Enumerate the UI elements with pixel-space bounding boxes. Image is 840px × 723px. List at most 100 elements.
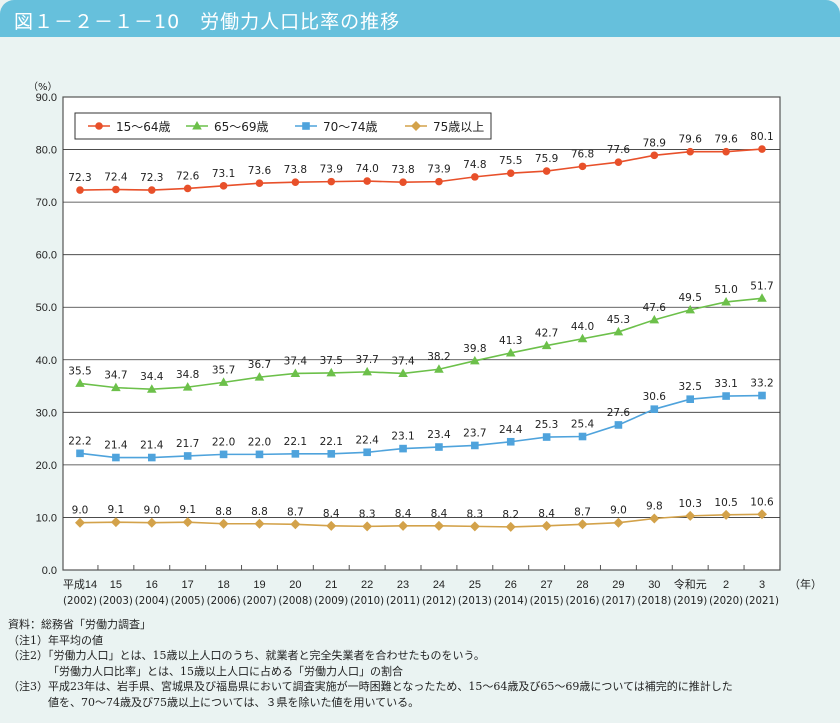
data-label: 9.0 xyxy=(610,505,627,517)
data-label: 72.3 xyxy=(68,172,91,184)
data-point-circle xyxy=(435,177,443,186)
data-label: 8.4 xyxy=(538,508,555,520)
notes: 資料：総務省「労働力調査」 （注1）年平均の値 （注2）「労働力人口」とは、15… xyxy=(8,617,733,710)
data-point-diamond xyxy=(326,520,337,531)
y-tick-label: 40.0 xyxy=(36,355,57,367)
data-label: 22.1 xyxy=(320,436,343,448)
data-label: 22.0 xyxy=(248,436,271,448)
data-label: 49.5 xyxy=(679,292,702,304)
x-tick-label: 3 xyxy=(759,579,765,591)
data-label: 37.4 xyxy=(391,355,415,367)
x-tick-year: (2009) xyxy=(314,595,348,607)
x-tick-year: (2004) xyxy=(135,595,169,607)
data-label: 73.9 xyxy=(427,164,450,176)
x-tick-year: (2017) xyxy=(601,595,635,607)
x-tick-year: (2002) xyxy=(63,595,97,607)
data-label: 41.3 xyxy=(499,335,522,347)
data-label: 44.0 xyxy=(571,321,594,333)
data-label: 42.7 xyxy=(535,328,558,340)
data-point-circle xyxy=(650,151,659,160)
x-tick-label: 28 xyxy=(576,579,588,591)
data-label: 10.3 xyxy=(679,498,702,510)
data-label: 8.4 xyxy=(395,508,412,520)
x-tick-year: (2007) xyxy=(242,595,276,607)
data-point-square xyxy=(363,448,371,457)
data-label: 30.6 xyxy=(643,391,667,403)
data-label: 36.7 xyxy=(248,359,271,371)
x-axis-unit: （年） xyxy=(789,577,822,591)
data-point-diamond xyxy=(75,517,85,528)
data-point-circle xyxy=(112,185,120,194)
data-label: 35.5 xyxy=(68,365,91,377)
x-tick-label: 30 xyxy=(648,579,660,591)
data-point-square xyxy=(650,405,659,413)
data-point-circle xyxy=(686,147,695,156)
data-label: 79.6 xyxy=(679,134,703,146)
data-label: 37.4 xyxy=(284,355,308,367)
x-tick-year: (2003) xyxy=(99,595,133,607)
data-point-diamond xyxy=(721,509,732,520)
data-label: 73.8 xyxy=(391,164,414,176)
data-point-square xyxy=(758,391,766,400)
data-label: 25.4 xyxy=(571,419,595,431)
data-point-triangle xyxy=(254,372,265,381)
note-1: （注1）年平均の値 xyxy=(8,633,103,647)
x-tick-year: (2016) xyxy=(566,595,600,607)
data-label: 8.4 xyxy=(431,508,448,520)
data-point-circle xyxy=(147,186,156,194)
data-label: 47.6 xyxy=(643,302,667,314)
data-point-circle xyxy=(219,182,228,190)
data-label: 78.9 xyxy=(643,137,666,149)
series-line-2 xyxy=(79,297,763,391)
data-point-circle xyxy=(291,178,300,186)
y-tick-label: 70.0 xyxy=(36,197,57,209)
data-point-diamond xyxy=(398,520,409,531)
data-point-circle xyxy=(471,173,479,181)
note-2-continued: 「労働力人口比率」とは、15歳以上人口に占める「労働力人口」の割合 xyxy=(48,664,403,678)
data-point-diamond xyxy=(433,520,444,531)
data-label: 23.4 xyxy=(427,429,451,441)
data-point-diamond xyxy=(254,518,265,529)
data-label: 37.7 xyxy=(355,354,378,366)
data-label: 9.1 xyxy=(179,504,196,516)
data-point-circle xyxy=(183,184,192,193)
data-point-diamond xyxy=(218,518,229,529)
data-label: 34.7 xyxy=(104,370,127,382)
data-point-triangle xyxy=(326,367,337,377)
x-tick-label: 平成14 xyxy=(63,578,97,591)
x-tick-label: 19 xyxy=(253,579,265,591)
data-point-triangle xyxy=(577,333,588,343)
data-point-diamond xyxy=(577,519,588,530)
data-point-square xyxy=(578,432,587,441)
data-point-square xyxy=(722,392,730,400)
x-tick-year: (2018) xyxy=(637,595,671,607)
data-point-square xyxy=(506,437,515,446)
data-label: 72.6 xyxy=(176,170,200,182)
data-point-square xyxy=(302,122,310,130)
data-label: 22.2 xyxy=(68,435,91,447)
data-label: 73.1 xyxy=(212,168,235,180)
data-label: 34.4 xyxy=(140,371,164,383)
series-line-1 xyxy=(79,148,763,191)
data-point-diamond xyxy=(469,521,480,532)
data-point-triangle xyxy=(398,368,408,377)
data-point-triangle xyxy=(434,364,444,373)
y-tick-label: 0.0 xyxy=(42,565,57,577)
data-label: 76.8 xyxy=(571,148,594,160)
x-tick-label: 20 xyxy=(289,579,301,591)
data-point-square xyxy=(614,421,623,429)
x-tick-label: 16 xyxy=(146,579,158,591)
x-tick-year: (2020) xyxy=(709,595,743,607)
data-point-diamond xyxy=(182,517,193,528)
x-tick-year: (2019) xyxy=(673,595,707,607)
data-point-circle xyxy=(614,158,623,166)
data-label: 37.5 xyxy=(320,355,343,367)
data-label: 9.8 xyxy=(646,500,663,512)
data-label: 32.5 xyxy=(679,381,702,393)
y-tick-label: 90.0 xyxy=(36,92,57,104)
data-point-square xyxy=(183,452,192,460)
data-label: 22.4 xyxy=(355,434,379,446)
x-tick-year: (2014) xyxy=(494,595,528,607)
x-tick-year: (2008) xyxy=(278,595,312,607)
